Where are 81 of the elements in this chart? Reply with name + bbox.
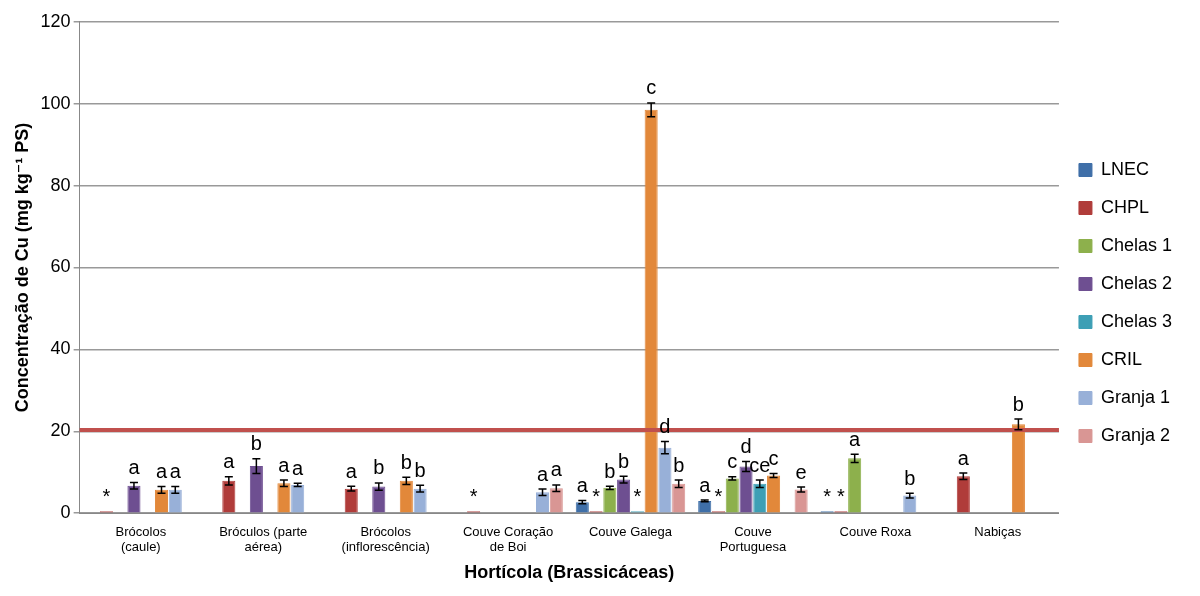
- x-tick-label: Bróculos (parte aérea): [219, 523, 308, 555]
- data-label: e: [795, 460, 807, 483]
- data-label: *: [714, 484, 723, 507]
- bar: [127, 485, 141, 513]
- data-label: d: [740, 435, 752, 458]
- bar: [672, 483, 686, 513]
- data-label: a: [155, 460, 168, 483]
- data-label: b: [904, 466, 916, 489]
- data-label: b: [618, 449, 630, 472]
- legend-label: Chelas 1: [1100, 234, 1172, 255]
- data-label: b: [373, 456, 385, 479]
- x-tick-label: Nabiças: [974, 523, 1022, 539]
- x-tick-label: Brócolos (caule): [115, 523, 167, 555]
- y-tick-label: 100: [40, 92, 71, 113]
- x-tick-label: Couve Galega: [588, 523, 673, 539]
- data-label: a: [550, 458, 563, 481]
- data-label: a: [536, 462, 549, 485]
- data-label: c: [646, 76, 657, 99]
- x-tick-label: Brócolos (inflorescência): [341, 523, 430, 555]
- data-label: a: [292, 456, 305, 479]
- bar: [767, 475, 781, 513]
- data-label: a: [699, 473, 712, 496]
- data-label: *: [823, 484, 832, 507]
- bar: [222, 480, 236, 513]
- data-label: *: [633, 484, 642, 507]
- y-tick-label: 20: [50, 420, 71, 441]
- bar: [603, 487, 617, 513]
- data-label: a: [849, 427, 862, 450]
- y-tick-label: 40: [50, 338, 71, 359]
- bar: [372, 486, 386, 513]
- y-tick-label: 0: [60, 502, 71, 523]
- bar: [848, 458, 862, 513]
- data-label: b: [400, 450, 412, 473]
- bar: [399, 480, 413, 513]
- bar: [956, 476, 970, 513]
- bar: [644, 109, 658, 513]
- data-label: c: [727, 450, 738, 473]
- bar: [1011, 424, 1025, 513]
- legend-label: LNEC: [1100, 158, 1149, 179]
- y-tick-label: 60: [50, 256, 71, 277]
- bar: [249, 466, 263, 513]
- data-label: a: [576, 474, 589, 497]
- legend-label: Granja 1: [1100, 386, 1170, 407]
- data-label: b: [604, 459, 616, 482]
- bar: [535, 492, 550, 513]
- bar: [549, 488, 563, 513]
- data-label: *: [469, 484, 478, 507]
- bar: [168, 489, 182, 513]
- data-label: a: [223, 450, 236, 473]
- legend-label: Chelas 3: [1100, 310, 1172, 331]
- x-tick-label: Couve Coração de Boi: [462, 523, 554, 555]
- legend-label: CRIL: [1100, 348, 1142, 369]
- data-label: b: [1012, 392, 1024, 415]
- x-tick-label: Couve Portuguesa: [719, 523, 787, 555]
- legend-label: Granja 2: [1100, 424, 1170, 445]
- bar: [154, 489, 169, 513]
- x-axis-title: Hortícola (Brassicáceas): [464, 562, 675, 583]
- data-label: a: [128, 456, 141, 478]
- bar: [753, 483, 767, 513]
- data-label: a: [345, 459, 358, 482]
- bar: [794, 489, 808, 513]
- y-tick-label: 120: [40, 10, 71, 31]
- data-label: b: [414, 458, 426, 481]
- y-axis-title: Concentração de Cu (mg kg⁻¹ PS): [11, 122, 32, 413]
- data-label: b: [250, 432, 262, 455]
- data-label: a: [169, 460, 182, 483]
- data-label: *: [837, 484, 846, 507]
- data-label: a: [278, 453, 291, 476]
- data-label: *: [592, 484, 601, 507]
- bar: [277, 483, 291, 513]
- legend-label: Chelas 2: [1100, 272, 1172, 293]
- data-label: *: [102, 484, 111, 507]
- bar: [617, 479, 631, 513]
- x-tick-label: Couve Roxa: [839, 523, 912, 539]
- data-label: b: [673, 453, 685, 476]
- data-label: a: [957, 446, 970, 469]
- bar: [725, 478, 739, 513]
- legend-label: CHPL: [1100, 196, 1149, 217]
- bar: [658, 447, 672, 513]
- bar: [291, 484, 305, 513]
- y-tick-label: 80: [50, 174, 71, 195]
